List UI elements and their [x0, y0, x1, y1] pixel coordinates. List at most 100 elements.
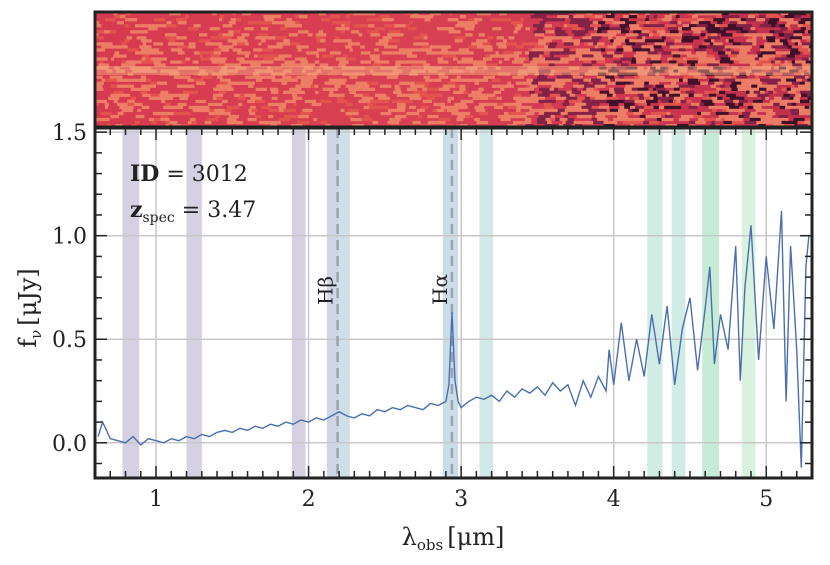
spec2d-pixel [121, 54, 127, 58]
spec2d-pixel [381, 51, 393, 55]
spec2d-pixel [599, 93, 607, 97]
spec2d-pixel [596, 111, 604, 116]
spec2d-pixel [771, 24, 776, 28]
spec2d-pixel [380, 66, 391, 70]
spec2d-pixel [649, 54, 661, 58]
spec2d-pixel [801, 93, 808, 97]
spec2d-pixel [426, 96, 435, 100]
spec2d-pixel [449, 51, 459, 55]
spec2d-pixel [657, 78, 661, 82]
spec2d-pixel [237, 36, 245, 40]
spec2d-pixel [220, 78, 231, 82]
spec2d-pixel [765, 96, 769, 100]
spec2d-pixel [625, 21, 637, 25]
spec2d-pixel [702, 27, 706, 31]
spec2d-pixel [734, 96, 745, 100]
spec2d-pixel [805, 27, 812, 31]
spec2d-pixel [204, 120, 212, 125]
spec2d-pixel [557, 108, 565, 113]
spec2d-pixel [352, 111, 359, 116]
spec2d-pixel [800, 90, 812, 94]
spec2d-pixel [185, 57, 190, 61]
spec2d-pixel [636, 51, 648, 55]
spec2d-pixel [583, 120, 594, 125]
spec2d-pixel [582, 87, 587, 91]
spec2d-pixel [307, 72, 318, 76]
spec2d-pixel [787, 27, 792, 31]
spec2d-pixel [110, 114, 119, 119]
spec2d-pixel [610, 78, 615, 82]
spec2d-pixel [644, 105, 654, 110]
spec2d-pixel [470, 69, 474, 73]
spec2d-pixel [284, 42, 290, 46]
spec2d-pixel [479, 111, 488, 116]
spec2d-pixel [463, 90, 468, 94]
spec2d-pixel [128, 84, 134, 88]
spec2d-pixel [375, 57, 380, 61]
spec2d-pixel [779, 117, 789, 122]
spec2d-pixel [539, 87, 550, 91]
spec2d-pixel [113, 90, 124, 94]
spec2d-pixel [794, 42, 798, 46]
spec2d-pixel [415, 84, 425, 88]
spec2d-pixel [710, 33, 718, 37]
spec2d-pixel [739, 72, 747, 76]
spec2d-pixel [592, 21, 599, 25]
spec2d-pixel [393, 45, 398, 49]
spec2d-pixel [804, 120, 812, 125]
spec2d-pixel [718, 114, 729, 119]
spec2d-pixel [406, 54, 417, 58]
spec2d-pixel [457, 114, 466, 119]
spec2d-pixel [642, 36, 646, 40]
spec2d-pixel [550, 78, 556, 82]
spec2d-pixel [408, 21, 413, 25]
spec2d-pixel [641, 69, 649, 73]
spec2d-pixel [762, 102, 774, 107]
spec2d-pixel [796, 66, 803, 70]
spec2d-pixel [117, 111, 124, 116]
spec2d-pixel [459, 87, 466, 91]
spec2d-pixel [125, 18, 137, 22]
spec2d-pixel [766, 12, 778, 16]
spec2d-pixel [439, 117, 451, 122]
spec2d-pixel [384, 24, 395, 28]
spec2d-pixel [140, 24, 148, 28]
spec2d-pixel [335, 27, 346, 31]
spec2d-pixel [709, 93, 716, 97]
spec2d-pixel [128, 63, 136, 67]
spec2d-pixel [790, 51, 801, 55]
spec2d-pixel [227, 24, 233, 28]
spec2d-pixel [566, 90, 572, 94]
spec2d-pixel [602, 18, 614, 22]
spec2d-pixel [688, 72, 701, 76]
spec2d-pixel [221, 66, 228, 70]
spec2d-pixel [110, 45, 122, 49]
spec2d-pixel [630, 78, 642, 82]
spec2d-pixel [154, 63, 166, 67]
spec2d-pixel [502, 72, 511, 76]
spec2d-pixel [653, 24, 665, 28]
spec2d-pixel [216, 84, 221, 88]
spec2d-pixel [236, 57, 245, 61]
spec2d-pixel [380, 84, 392, 88]
spec2d-pixel [762, 120, 772, 125]
spec2d-pixel [583, 42, 589, 46]
spec2d-pixel [756, 63, 763, 67]
spec2d-pixel [780, 69, 790, 73]
spec2d-pixel [274, 102, 287, 107]
spec2d-pixel [295, 21, 300, 25]
spec2d-pixel [768, 21, 778, 25]
spec2d-pixel [483, 78, 488, 82]
spec2d-pixel [779, 24, 786, 28]
spec2d-pixel [303, 66, 314, 70]
spec2d-pixel [379, 42, 388, 46]
spec2d-pixel [545, 117, 551, 122]
spec2d-pixel [444, 27, 455, 31]
spec2d-pixel [777, 81, 789, 85]
spec2d-pixel [453, 90, 459, 94]
spec2d-pixel [474, 21, 478, 25]
spec2d-pixel [655, 39, 665, 43]
spec2d-pixel [729, 84, 737, 88]
spec2d-pixel [220, 48, 229, 52]
spec2d-pixel [419, 93, 431, 97]
